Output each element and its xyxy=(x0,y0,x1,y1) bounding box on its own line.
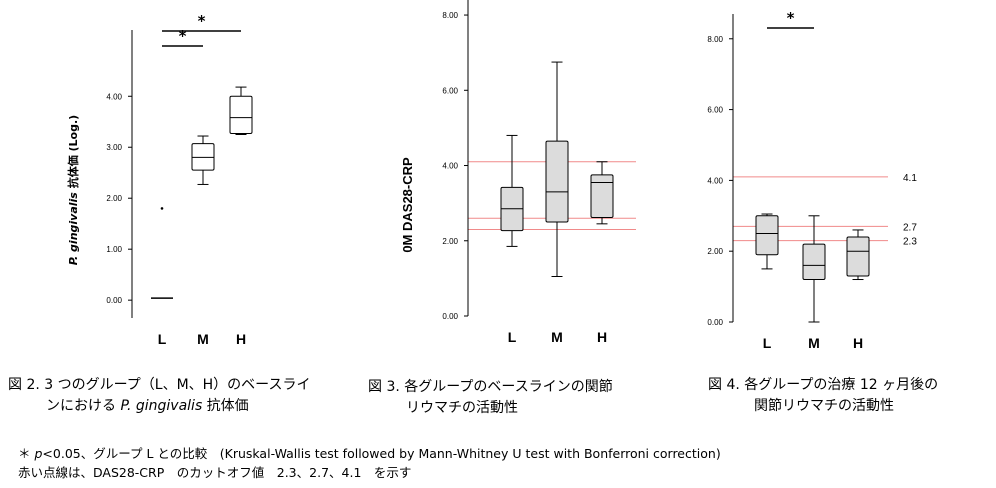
y-tick-label: 8.00 xyxy=(442,11,458,20)
chart-12m-das28: 2.3 2.7 4.1 0.00 2.00 4.00 6.00 8.00 L M H * xyxy=(707,9,917,351)
y-tick-label: 0.00 xyxy=(442,312,458,321)
box-H xyxy=(590,161,614,225)
box-body xyxy=(191,143,215,171)
y-tick-label: 6.00 xyxy=(442,86,458,95)
y-tick-label: 4.00 xyxy=(707,176,723,185)
chart-antibody: 0.00 1.00 2.00 3.00 4.00 P. gingivalis 抗体価 (L… xyxy=(66,12,253,347)
category-label: H xyxy=(597,329,607,345)
chart-baseline-das28: 0.00 2.00 4.00 6.00 8.00 0M DAS28-CRP L M H xyxy=(400,0,636,345)
box-L xyxy=(755,213,779,270)
box-H xyxy=(229,86,253,135)
caption-figure-2-tail: 抗体価 xyxy=(202,398,249,414)
footnote-star: ＊ xyxy=(18,446,35,461)
y-tick-label: 1.00 xyxy=(106,245,122,254)
category-label: L xyxy=(508,329,517,345)
y-tick-label: 2.00 xyxy=(442,237,458,246)
category-label: H xyxy=(853,335,863,351)
box-M xyxy=(802,215,826,323)
footnote-p: p xyxy=(34,446,43,461)
box-H xyxy=(846,229,870,281)
y-tick-label: 0.00 xyxy=(106,296,122,305)
y-tick-label: 6.00 xyxy=(707,106,723,115)
category-label: H xyxy=(236,331,246,347)
box-L xyxy=(151,207,173,299)
caption-figure-2-line1: 図 2. 3 つのグループ（L、M、H）のベースライ xyxy=(8,377,311,393)
outlier-point xyxy=(160,207,164,210)
footnote-significance: ＊ p<0.05、グループ L との比較 (Kruskal-Wallis tes… xyxy=(18,445,721,462)
box-body xyxy=(545,140,569,223)
y-axis-label: 0M DAS28-CRP xyxy=(400,157,415,253)
y-tick-label: 8.00 xyxy=(707,35,723,44)
box-M xyxy=(545,61,569,277)
box-body xyxy=(229,95,253,134)
box-body xyxy=(755,215,779,256)
figure-charts: 0.00 1.00 2.00 3.00 4.00 P. gingivalis 抗体価 (L… xyxy=(66,0,917,351)
category-label: L xyxy=(158,331,167,347)
caption-figure-2-line2: ンにおける xyxy=(46,398,121,414)
caption-figure-3-line2: リウマチの活動性 xyxy=(406,400,518,416)
caption-figure-2-italic: P. gingivalis xyxy=(120,398,203,414)
footnote-cutoff-text: 赤い点線は、DAS28-CRP のカットオフ値 2.3、2.7、4.1 を示す xyxy=(18,465,412,480)
caption-figure-3: 図 3. 各グループのベースラインの関節 リウマチの活動性 xyxy=(368,377,698,419)
box-body xyxy=(590,174,614,218)
significance-star: * xyxy=(179,27,187,45)
caption-figure-4-line2: 関節リウマチの活動性 xyxy=(754,398,894,414)
caption-figure-3-line1: 図 3. 各グループのベースラインの関節 xyxy=(368,379,613,395)
y-tick-label: 4.00 xyxy=(106,92,122,101)
caption-figure-4: 図 4. 各グループの治療 12 ヶ月後の 関節リウマチの活動性 xyxy=(708,375,996,417)
y-axis-label-italic: P. gingivalis xyxy=(67,192,80,265)
y-axis-label: P. gingivalis 抗体価 (Log.) xyxy=(66,115,80,265)
footnote-test: <0.05、グループ L との比較 (Kruskal-Wallis test f… xyxy=(42,446,721,461)
reference-label: 4.1 xyxy=(903,173,917,184)
y-tick-label: 0.00 xyxy=(707,318,723,327)
footnote-cutoff: 赤い点線は、DAS28-CRP のカットオフ値 2.3、2.7、4.1 を示す xyxy=(18,464,411,481)
caption-figure-4-line1: 図 4. 各グループの治療 12 ヶ月後の xyxy=(708,377,939,393)
box-body xyxy=(802,243,826,281)
significance-star: * xyxy=(198,12,206,30)
box-body xyxy=(846,236,870,277)
category-label: L xyxy=(763,335,772,351)
significance-star: * xyxy=(787,9,795,27)
category-label: M xyxy=(197,331,209,347)
y-tick-label: 4.00 xyxy=(442,162,458,171)
y-axis-label-rest: 抗体価 (Log.) xyxy=(66,115,80,192)
category-label: M xyxy=(808,335,820,351)
category-label: M xyxy=(551,329,563,345)
box-L xyxy=(500,134,524,247)
y-tick-label: 2.00 xyxy=(106,194,122,203)
reference-label: 2.7 xyxy=(903,222,917,233)
box-M xyxy=(191,135,215,185)
y-tick-label: 2.00 xyxy=(707,247,723,256)
caption-figure-2: 図 2. 3 つのグループ（L、M、H）のベースライ ンにおける P. ging… xyxy=(8,375,368,417)
reference-label: 2.3 xyxy=(903,237,917,248)
y-tick-label: 3.00 xyxy=(106,143,122,152)
